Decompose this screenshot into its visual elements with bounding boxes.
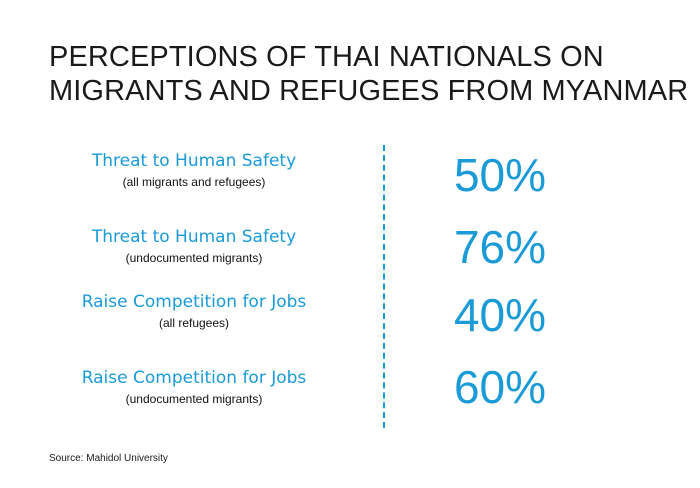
chart-title: PERCEPTIONS OF THAI NATIONALS ON MIGRANT…: [49, 40, 689, 108]
stat-row: Raise Competition for Jobs (all refugees)…: [0, 0, 700, 340]
stat-sublabel: (undocumented migrants): [125, 251, 263, 265]
stat-label: Raise Competition for Jobs: [81, 292, 307, 312]
stat-label: Raise Competition for Jobs: [81, 368, 307, 388]
stat-value: 76%: [453, 221, 547, 273]
dashed-divider: [383, 145, 385, 428]
stat-row: Threat to Human Safety (undocumented migr…: [0, 0, 700, 272]
stat-label-block: Raise Competition for Jobs (all refugees): [40, 291, 348, 331]
stat-value: 50%: [453, 149, 547, 201]
source-note: Source: Mahidol University: [49, 453, 168, 464]
chart-title-line-1: PERCEPTIONS OF THAI NATIONALS ON: [49, 41, 604, 73]
stat-label-block: Raise Competition for Jobs (undocumented …: [40, 367, 348, 407]
stat-label-block: Threat to Human Safety (all migrants and …: [40, 150, 348, 190]
stat-sublabel: (all migrants and refugees): [122, 175, 266, 189]
stat-label: Threat to Human Safety: [91, 151, 297, 171]
stat-label: Threat to Human Safety: [91, 227, 297, 247]
stat-value: 60%: [453, 361, 547, 413]
stat-sublabel: (undocumented migrants): [125, 392, 263, 406]
stat-sublabel: (all refugees): [158, 316, 230, 330]
stat-row: Raise Competition for Jobs (undocumented …: [0, 0, 700, 412]
stat-row: Threat to Human Safety (all migrants and …: [0, 0, 700, 200]
stat-value: 40%: [453, 289, 547, 341]
chart-title-line-2: MIGRANTS AND REFUGEES FROM MYANMAR: [49, 75, 689, 107]
stat-label-block: Threat to Human Safety (undocumented migr…: [40, 226, 348, 266]
